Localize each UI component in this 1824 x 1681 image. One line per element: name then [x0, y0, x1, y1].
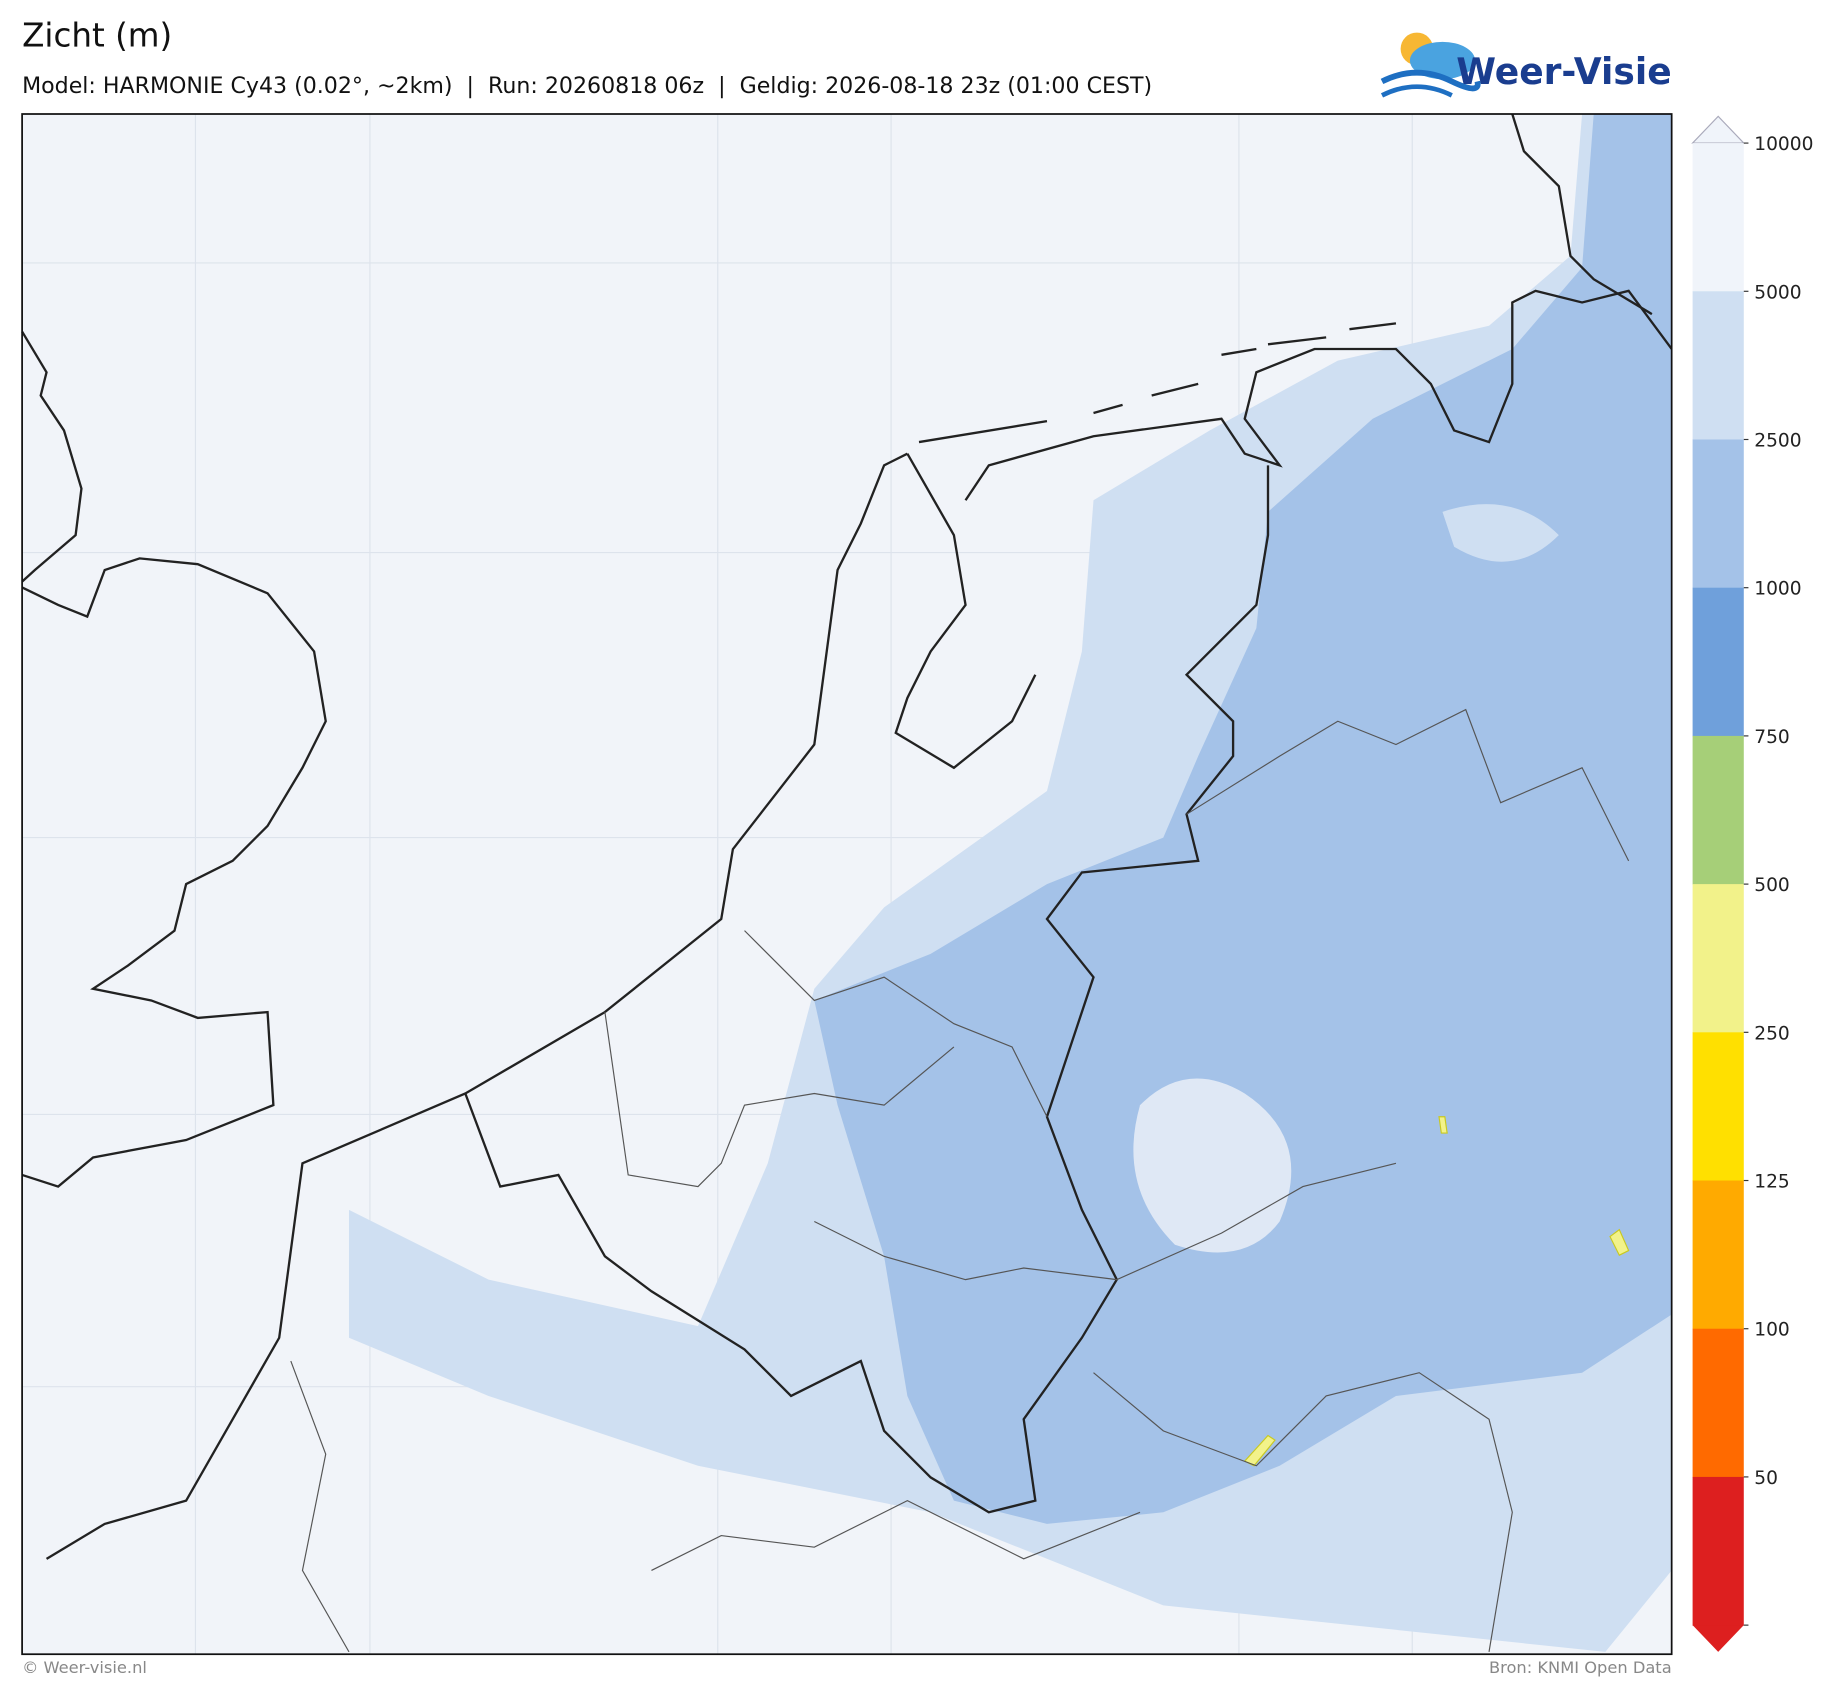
colorbar-label: 50 — [1754, 1468, 1778, 1489]
colorbar-label: 1000 — [1754, 579, 1801, 600]
colorbar-band — [1692, 1476, 1744, 1626]
content: Zicht (m) Model: HARMONIE Cy43 (0.02°, ~… — [21, 17, 1813, 1677]
colorbar-label: 750 — [1754, 727, 1790, 748]
colorbar-label: 2500 — [1754, 430, 1801, 451]
subtitle: Model: HARMONIE Cy43 (0.02°, ~2km) | Run… — [22, 73, 1152, 99]
colorbar-label: 250 — [1754, 1023, 1790, 1044]
colorbar-label: 100 — [1754, 1320, 1790, 1341]
footer-left: © Weer-visie.nl — [22, 1658, 147, 1677]
colorbar-band — [1692, 291, 1744, 441]
colorbar-band — [1692, 143, 1744, 292]
footer-right: Bron: KNMI Open Data — [1489, 1658, 1672, 1677]
colorbar-band — [1692, 884, 1744, 1033]
colorbar-label: 500 — [1754, 875, 1790, 896]
colorbar-band — [1692, 587, 1744, 737]
colorbar-label: 10000 — [1754, 134, 1813, 155]
colorbar-band — [1692, 1180, 1744, 1330]
colorbar-band — [1692, 1032, 1744, 1182]
colorbar: 10000 5000 2500 1000 750 500 250 125 100 50 — [1691, 115, 1813, 1652]
title: Zicht (m) — [22, 17, 172, 55]
colorbar-band — [1692, 439, 1744, 589]
logo-text: Weer-Visie — [1456, 51, 1671, 93]
colorbar-bottom-arrow — [1692, 1625, 1744, 1652]
colorbar-label: 125 — [1754, 1171, 1790, 1192]
colorbar-label: 5000 — [1754, 282, 1801, 303]
colorbar-band — [1692, 735, 1744, 885]
colorbar-band — [1692, 1328, 1744, 1478]
logo: Weer-Visie — [1380, 32, 1672, 98]
colorbar-top-arrow — [1691, 115, 1746, 144]
map — [21, 113, 1673, 1656]
